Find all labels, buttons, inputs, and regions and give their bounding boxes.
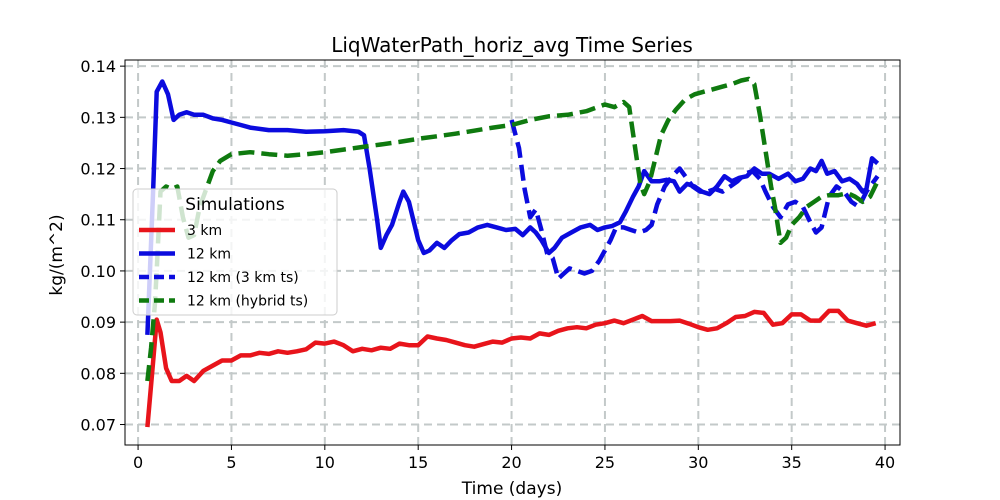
- x-tick-label: 5: [226, 453, 236, 472]
- y-axis-label: kg/(m^2): [47, 214, 67, 295]
- axis-ticks: 0 5 10 15 20 25 30 35 40 0.07 0.08 0.09 0.10 0.11 0.12…: [80, 57, 895, 472]
- x-tick-label: 30: [688, 453, 708, 472]
- legend-label: 12 km (3 km ts): [187, 270, 299, 286]
- legend-title: Simulations: [185, 195, 285, 215]
- legend-box: [132, 188, 338, 316]
- legend-label: 12 km: [187, 247, 231, 263]
- y-tick-label: 0.12: [80, 160, 116, 179]
- y-tick-label: 0.10: [80, 262, 116, 281]
- x-axis-label: Time (days): [461, 479, 562, 499]
- y-tick-label: 0.07: [80, 416, 116, 435]
- x-tick-label: 0: [133, 453, 143, 472]
- series-line-1: [145, 79, 880, 335]
- legend: Simulations 3 km 12 km 12 km (3 km ts) 12 k…: [132, 188, 338, 316]
- x-tick-label: 25: [595, 453, 615, 472]
- y-tick-label: 0.08: [80, 364, 116, 383]
- x-tick-label: 40: [875, 453, 895, 472]
- plot-frame: [124, 59, 901, 446]
- legend-label: 3 km: [187, 223, 222, 239]
- chart-title: LiqWaterPath_horiz_avg Time Series: [331, 33, 693, 57]
- x-tick-label: 10: [315, 453, 335, 472]
- legend-label: 12 km (hybrid ts): [187, 294, 308, 310]
- series-line-2: [509, 119, 880, 281]
- plot-series: [145, 76, 880, 428]
- y-tick-label: 0.09: [80, 313, 116, 332]
- series-line-3: [145, 76, 880, 382]
- y-tick-label: 0.13: [80, 108, 116, 127]
- x-tick-label: 20: [501, 453, 521, 472]
- x-tick-label: 35: [782, 453, 802, 472]
- series-line-0: [145, 308, 877, 428]
- y-tick-label: 0.14: [80, 57, 116, 76]
- y-tick-label: 0.11: [80, 211, 116, 230]
- x-tick-label: 15: [408, 453, 428, 472]
